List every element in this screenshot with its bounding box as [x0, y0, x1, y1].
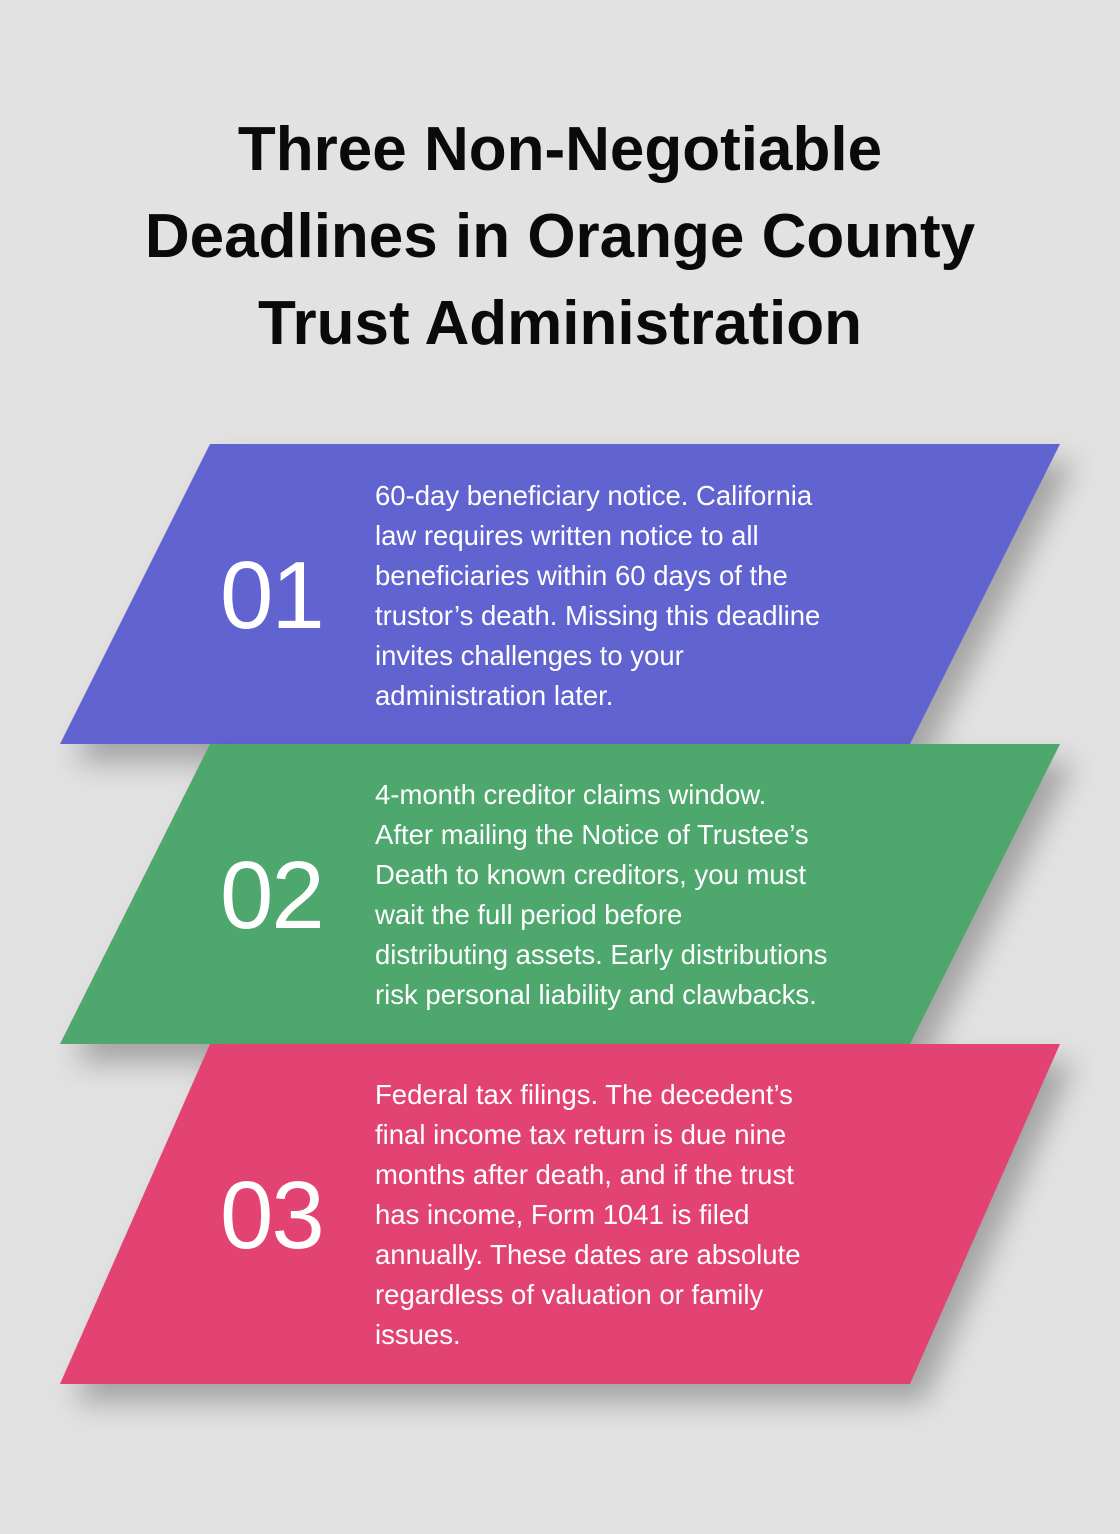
text-line: annually. These dates are absolute — [375, 1239, 801, 1270]
text-line: final income tax return is due nine — [375, 1119, 787, 1150]
text-line: wait the full period before — [375, 899, 683, 930]
title-line: Three Non-Negotiable — [237, 115, 883, 184]
text-line: Death to known creditors, you must — [375, 859, 807, 890]
text-line: law requires written notice to all — [375, 520, 759, 551]
text-line: regardless of valuation or family — [375, 1279, 764, 1310]
text-line: has income, Form 1041 is filed — [375, 1199, 750, 1230]
page-title: Three Non-Negotiable Deadlines in Orange… — [0, 106, 1120, 367]
title-line: Deadlines in Orange County — [144, 202, 976, 271]
step-number: 03 — [220, 1162, 325, 1269]
step-number: 02 — [220, 842, 325, 949]
step-1: 01 60-day beneficiary notice. California… — [0, 444, 1120, 744]
text-line: trustor’s death. Missing this deadline — [375, 600, 821, 631]
step-description: 60-day beneficiary notice. California la… — [375, 476, 820, 716]
text-line: Federal tax filings. The decedent’s — [375, 1079, 793, 1110]
text-line: beneficiaries within 60 days of the — [375, 560, 788, 591]
step-number: 01 — [220, 542, 325, 649]
text-line: distributing assets. Early distributions — [375, 939, 828, 970]
text-line: risk personal liability and clawbacks. — [375, 979, 817, 1010]
step-description: Federal tax filings. The decedent’s fina… — [375, 1075, 801, 1355]
step-3-parallelogram — [60, 1044, 1060, 1384]
step-3: 03 Federal tax filings. The decedent’s f… — [0, 1044, 1120, 1384]
text-line: administration later. — [375, 680, 614, 711]
text-line: months after death, and if the trust — [375, 1159, 794, 1190]
step-description: 4-month creditor claims window. After ma… — [375, 775, 827, 1015]
step-2-parallelogram — [60, 744, 1060, 1044]
title-line: Trust Administration — [258, 289, 862, 358]
text-line: invites challenges to your — [375, 640, 684, 671]
text-line: After mailing the Notice of Trustee’s — [375, 819, 809, 850]
text-line: 4-month creditor claims window. — [375, 779, 767, 810]
step-2: 02 4-month creditor claims window. After… — [0, 744, 1120, 1044]
step-1-parallelogram — [60, 444, 1060, 744]
text-line: 60-day beneficiary notice. California — [375, 480, 813, 511]
text-line: issues. — [375, 1319, 461, 1350]
